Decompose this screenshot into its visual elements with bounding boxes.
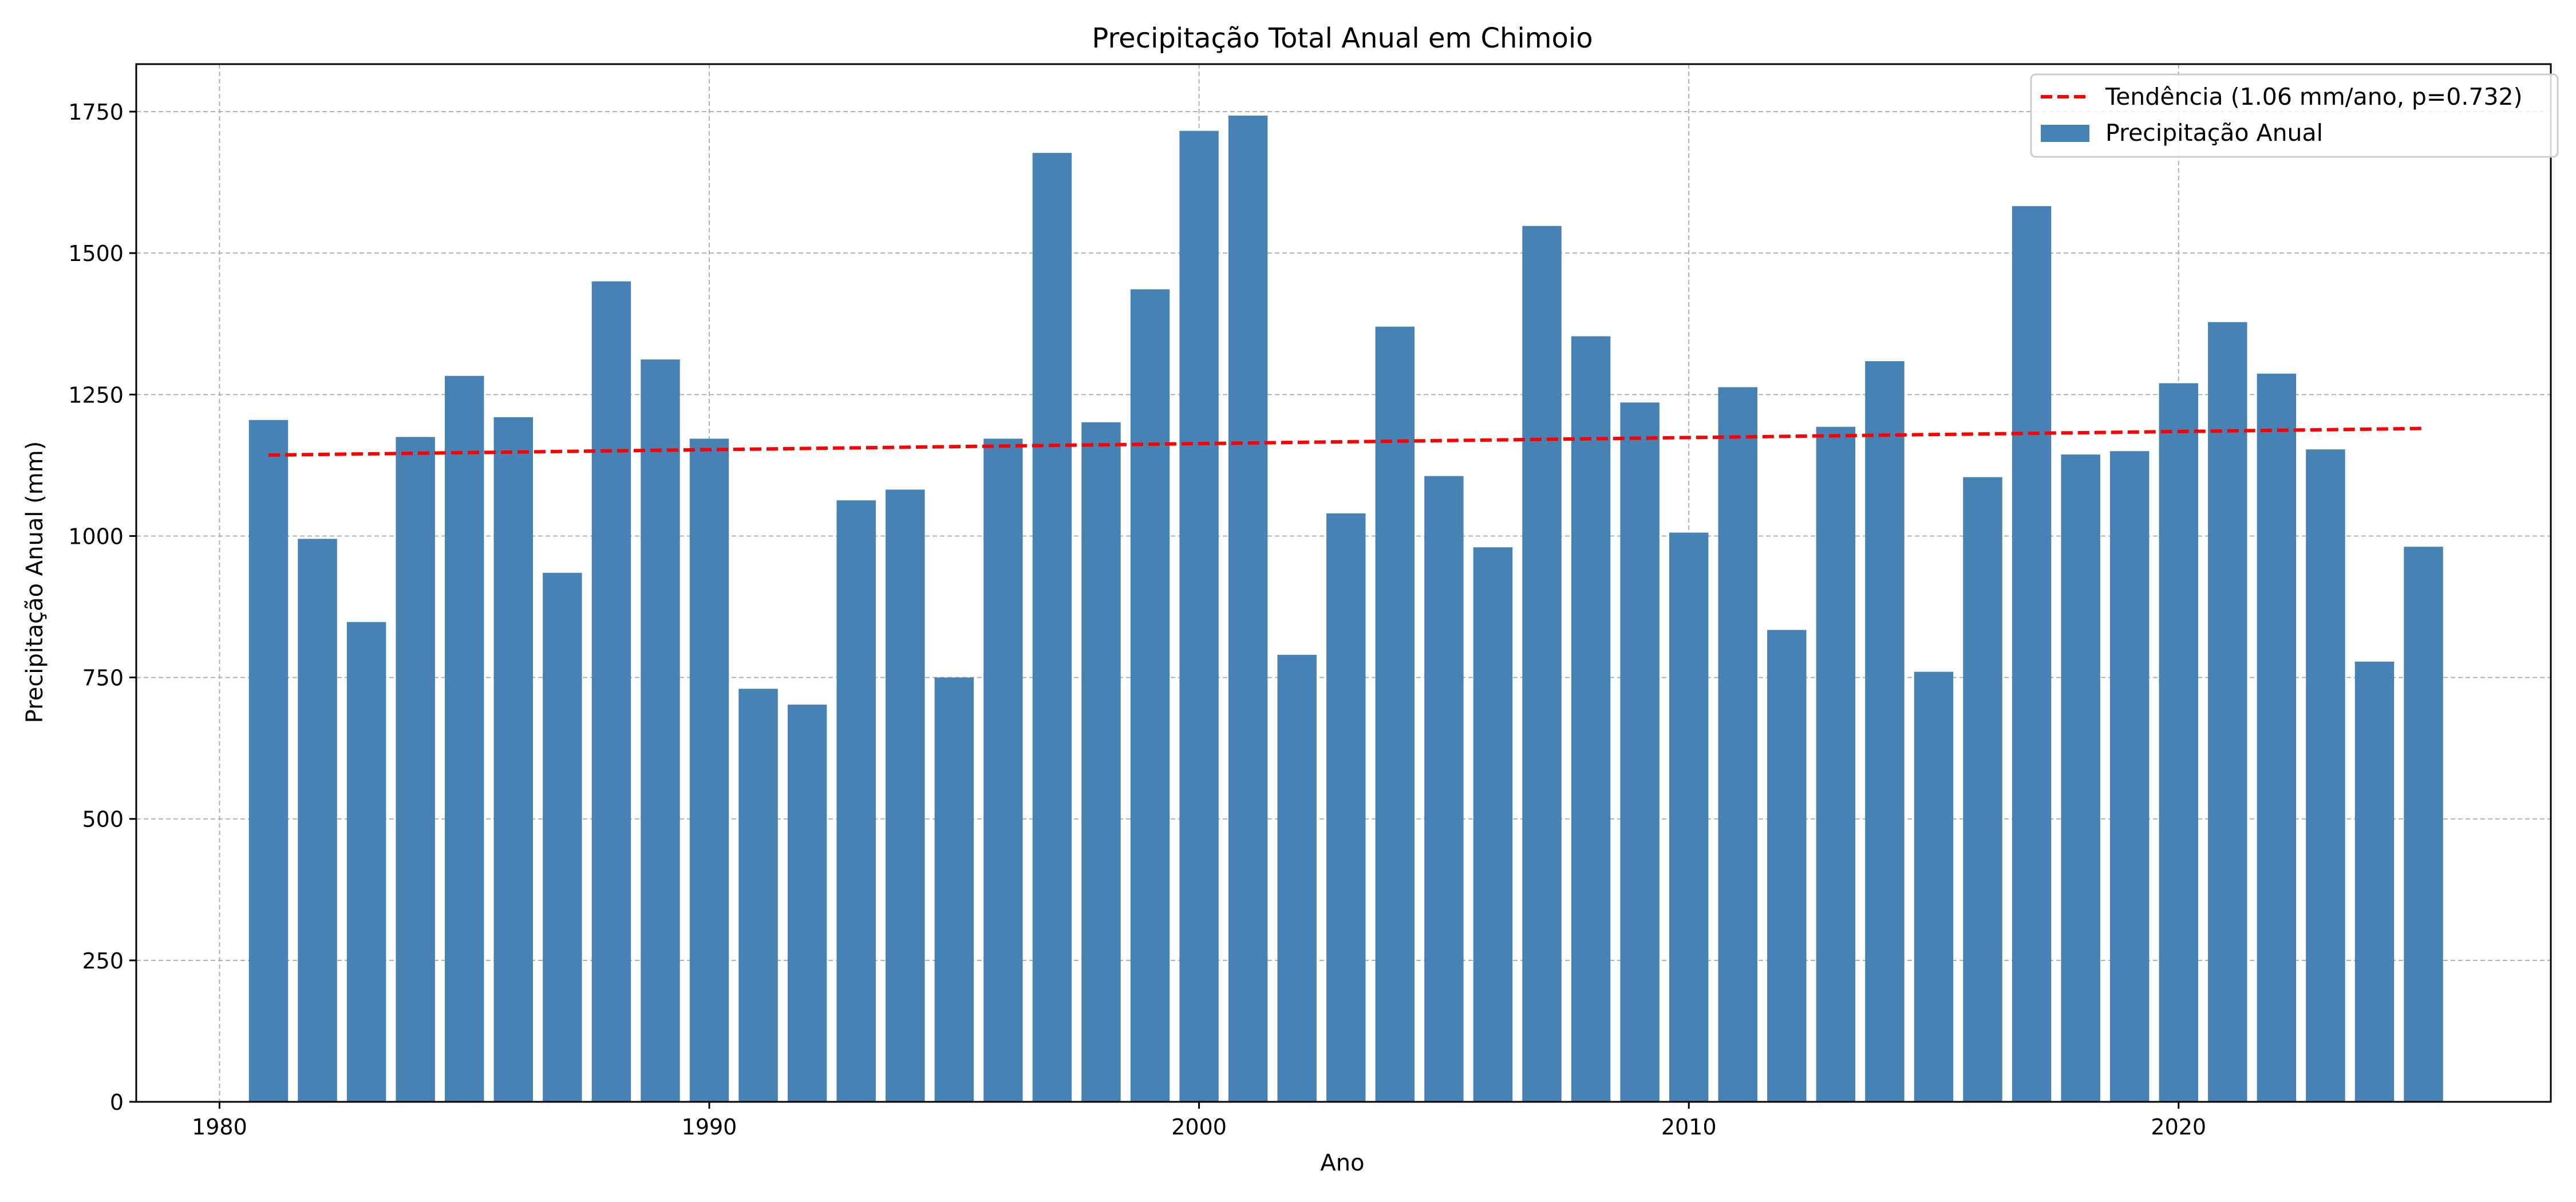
bar-1998 [1081,422,1121,1102]
chart-title: Precipitação Total Anual em Chimoio [1092,22,1593,54]
bar-2015 [1914,671,1954,1102]
x-tick-label-2000: 2000 [1171,1114,1227,1140]
bar-2012 [1767,630,1807,1102]
x-axis-title: Ano [1320,1150,1364,1176]
bar-2014 [1865,361,1905,1102]
x-tick-label-1980: 1980 [192,1114,247,1140]
y-tick-label-750: 750 [82,666,124,691]
bar-2003 [1326,513,1366,1102]
y-tick-label-0: 0 [110,1090,124,1115]
bar-1988 [591,281,631,1102]
bar-1996 [983,438,1023,1102]
bar-2018 [2061,454,2100,1102]
bar-2009 [1620,402,1660,1102]
y-tick-label-250: 250 [82,948,124,974]
y-tick-label-1750: 1750 [68,100,124,125]
bar-1990 [689,438,729,1102]
legend-trend-label: Tendência (1.06 mm/ano, p=0.732) [2105,83,2523,110]
bar-2002 [1277,655,1317,1102]
bar-2005 [1424,476,1464,1102]
bar-2024 [2354,661,2395,1102]
bar-2006 [1473,547,1513,1102]
bar-1986 [493,417,534,1102]
bar-2023 [2306,449,2345,1102]
bar-1993 [836,500,876,1102]
bar-2020 [2159,383,2198,1102]
bar-2001 [1228,115,1268,1102]
bar-2022 [2257,373,2297,1102]
y-axis: 0 250 500 750 1000 1250 1500 1750 [68,100,136,1115]
bar-1991 [738,689,778,1102]
bar-2008 [1571,336,1611,1102]
bar-1994 [886,489,925,1102]
bar-series [248,115,2443,1102]
bar-2010 [1669,532,1709,1102]
legend-bar-swatch [2041,125,2089,142]
trend-series [268,426,2424,457]
bar-2019 [2109,451,2150,1102]
y-tick-label-1000: 1000 [68,524,124,549]
bar-2013 [1816,426,1856,1102]
legend-bar-label: Precipitação Anual [2105,119,2323,147]
bar-1982 [298,539,337,1102]
y-tick-label-1500: 1500 [68,241,124,266]
bar-2017 [2012,206,2052,1102]
bar-2021 [2208,322,2247,1102]
y-axis-title: Precipitação Anual (mm) [22,441,48,723]
x-tick-label-1990: 1990 [682,1114,737,1140]
bar-2011 [1718,387,1757,1102]
legend-box [2030,73,2559,158]
bar-1989 [641,359,680,1102]
x-tick-label-2020: 2020 [2151,1114,2206,1140]
bar-1985 [445,375,484,1102]
legend: Tendência (1.06 mm/ano, p=0.732) Precipi… [2030,73,2559,158]
bar-2000 [1179,131,1219,1102]
bar-1995 [934,677,974,1102]
bar-2007 [1522,226,1562,1102]
bar-1987 [543,572,582,1102]
plot-frame [135,63,2552,1103]
bar-1999 [1130,289,1170,1102]
x-tick-label-2010: 2010 [1661,1114,1717,1140]
bar-1992 [787,705,827,1102]
x-axis: 1980 1990 2000 2010 2020 [192,1102,2206,1140]
bar-1997 [1032,153,1072,1102]
bar-2025 [2404,547,2443,1102]
bar-1981 [248,420,289,1102]
y-tick-label-1250: 1250 [68,382,124,408]
y-tick-label-500: 500 [82,807,124,832]
bar-1984 [396,437,435,1102]
trend-line [268,426,2424,457]
bar-1983 [346,622,386,1102]
bar-2004 [1375,326,1415,1102]
bar-2016 [1963,477,2002,1102]
